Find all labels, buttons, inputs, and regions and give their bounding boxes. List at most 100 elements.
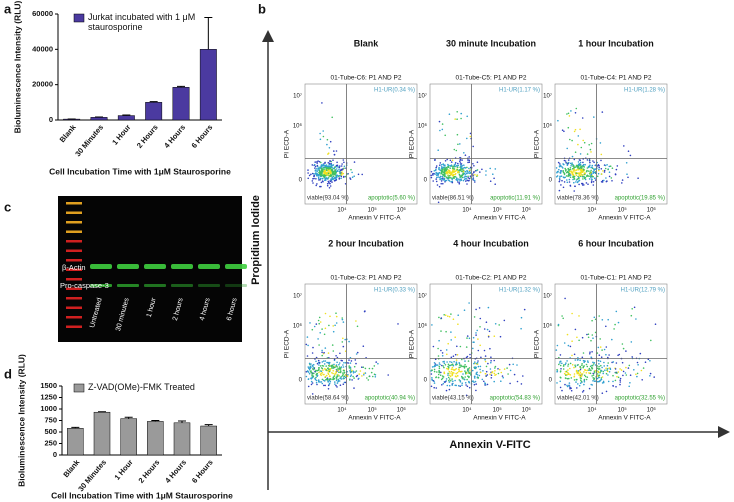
x-tick-label: 10⁵ — [493, 207, 503, 214]
event-dot — [500, 380, 502, 383]
event-dot — [577, 364, 579, 366]
event-dot — [440, 180, 443, 182]
event-dot — [325, 374, 328, 377]
legend-label: Jurkat incubated with 1 μM staurosporine — [88, 12, 196, 32]
event-dot — [341, 171, 343, 173]
event-dot — [456, 371, 459, 374]
event-dot — [462, 373, 464, 375]
event-dot — [593, 370, 596, 373]
event-dot — [487, 336, 490, 338]
event-dot — [316, 362, 319, 365]
event-dot — [355, 353, 358, 355]
event-dot — [327, 167, 329, 170]
event-dot — [581, 117, 584, 119]
event-dot — [594, 168, 597, 170]
event-dot — [343, 372, 346, 374]
panel-letter: c — [4, 199, 11, 214]
event-dot — [574, 359, 577, 361]
ladder-band — [66, 259, 82, 262]
event-dot — [614, 379, 617, 382]
event-dot — [614, 368, 617, 370]
event-dot — [466, 166, 468, 169]
event-dot — [468, 156, 471, 158]
event-dot — [307, 344, 309, 347]
event-dot — [455, 149, 458, 152]
event-dot — [450, 339, 453, 341]
event-dot — [455, 368, 458, 370]
event-dot — [443, 177, 446, 180]
event-dot — [569, 184, 572, 187]
event-dot — [566, 179, 568, 181]
event-dot — [307, 378, 310, 381]
ladder-band — [66, 325, 82, 328]
event-dot — [580, 367, 582, 369]
event-dot — [484, 382, 486, 384]
event-dot — [451, 374, 453, 377]
event-dot — [590, 151, 592, 153]
event-dot — [570, 165, 572, 167]
event-dot — [442, 382, 445, 385]
event-dot — [581, 182, 583, 185]
event-dot — [576, 378, 578, 381]
gel-band — [225, 284, 247, 287]
event-dot — [602, 372, 604, 375]
quadrant-label: viable(93.04 %) — [307, 196, 349, 202]
event-dot — [315, 374, 318, 376]
x-tick-label: 30 Minutes — [73, 123, 105, 158]
event-dot — [335, 315, 338, 318]
event-dot — [323, 360, 325, 362]
event-dot — [349, 368, 352, 370]
gel-band — [90, 284, 112, 287]
event-dot — [469, 369, 471, 371]
event-dot — [568, 172, 570, 175]
event-dot — [335, 379, 338, 382]
x-tick-label: 1 Hour — [113, 458, 135, 482]
event-dot — [462, 173, 465, 176]
event-dot — [440, 317, 443, 319]
event-dot — [464, 360, 466, 362]
event-dot — [441, 175, 444, 178]
event-dot — [328, 324, 330, 327]
gel-band — [117, 284, 139, 287]
event-dot — [318, 316, 321, 319]
event-dot — [582, 168, 585, 170]
event-dot — [579, 128, 581, 131]
event-dot — [464, 173, 467, 176]
event-dot — [373, 373, 376, 376]
event-dot — [562, 163, 564, 165]
event-dot — [502, 376, 505, 379]
event-dot — [590, 176, 592, 178]
event-dot — [588, 367, 591, 370]
event-dot — [450, 180, 452, 183]
event-dot — [582, 161, 584, 164]
event-dot — [468, 380, 470, 383]
event-dot — [329, 369, 331, 372]
gel-band — [144, 264, 166, 269]
event-dot — [322, 373, 325, 376]
event-dot — [334, 174, 337, 176]
event-dot — [433, 170, 436, 172]
event-dot — [581, 175, 584, 178]
event-dot — [438, 176, 441, 179]
event-dot — [327, 352, 330, 354]
event-dot — [589, 148, 592, 151]
axis-title: Annexin V-FITC — [449, 439, 530, 451]
event-dot — [442, 365, 445, 367]
event-dot — [598, 354, 601, 357]
event-dot — [603, 171, 606, 173]
event-dot — [577, 163, 580, 166]
event-dot — [457, 171, 459, 173]
event-dot — [342, 383, 345, 386]
event-dot — [599, 338, 601, 340]
event-dot — [466, 170, 469, 173]
event-dot — [451, 174, 454, 177]
event-dot — [438, 367, 441, 370]
event-dot — [578, 159, 581, 161]
event-dot — [319, 365, 322, 367]
event-dot — [472, 341, 475, 344]
event-dot — [612, 361, 615, 363]
event-dot — [559, 170, 562, 172]
event-dot — [370, 371, 373, 374]
event-dot — [313, 177, 315, 180]
